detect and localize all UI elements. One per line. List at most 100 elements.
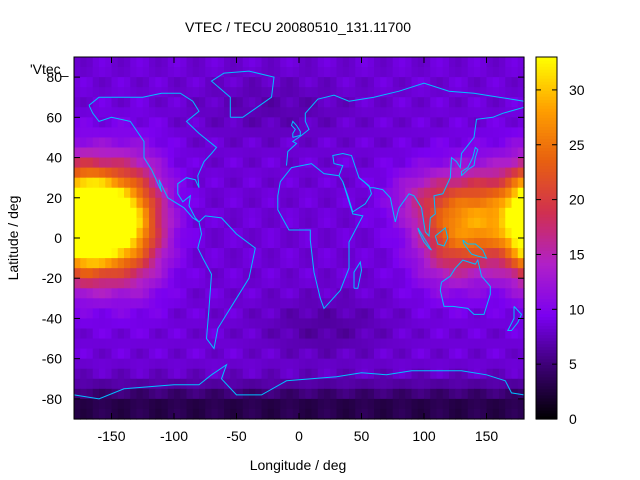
heatmap-cell	[174, 238, 181, 249]
heatmap-cell	[124, 298, 131, 309]
heatmap-cell	[155, 358, 163, 370]
heatmap-cell	[217, 187, 225, 199]
heatmap-cell	[199, 348, 206, 360]
heatmap-cell	[424, 248, 431, 259]
heatmap-cell	[261, 67, 269, 78]
heatmap-cell	[211, 167, 219, 179]
heatmap-cell	[449, 147, 456, 159]
colorbar-segment	[536, 358, 557, 363]
heatmap-cell	[405, 127, 413, 139]
heatmap-cell	[367, 177, 375, 189]
heatmap-cell	[167, 398, 175, 410]
heatmap-cell	[449, 87, 456, 98]
heatmap-cell	[211, 408, 219, 420]
heatmap-cell	[474, 348, 481, 360]
heatmap-cell	[155, 298, 163, 309]
heatmap-cell	[92, 358, 100, 370]
heatmap-cell	[99, 107, 106, 118]
heatmap-cell	[411, 87, 419, 98]
heatmap-cell	[211, 358, 219, 370]
heatmap-cell	[467, 408, 475, 420]
heatmap-cell	[242, 378, 250, 390]
heatmap-cell	[274, 187, 281, 199]
heatmap-cell	[361, 207, 369, 219]
heatmap-cell	[224, 248, 231, 259]
heatmap-cell	[349, 298, 356, 309]
heatmap-cell	[242, 207, 250, 219]
heatmap-cell	[474, 187, 481, 199]
heatmap-cell	[136, 107, 144, 118]
heatmap-cell	[192, 238, 200, 249]
heatmap-cell	[342, 147, 350, 159]
heatmap-cell	[505, 258, 513, 269]
heatmap-cell	[80, 258, 88, 269]
heatmap-cell	[461, 358, 469, 370]
heatmap-cell	[142, 207, 150, 219]
heatmap-cell	[436, 358, 444, 370]
heatmap-cell	[380, 278, 388, 289]
colorbar-segment	[536, 283, 557, 287]
heatmap-cell	[199, 398, 206, 410]
heatmap-cell	[242, 338, 250, 350]
colorbar-segment	[536, 111, 557, 115]
heatmap-cell	[205, 328, 213, 340]
heatmap-cell	[211, 328, 219, 340]
heatmap-cell	[486, 147, 494, 159]
heatmap-cell	[261, 137, 269, 149]
heatmap-cell	[380, 358, 388, 370]
heatmap-cell	[224, 87, 231, 98]
heatmap-cell	[199, 328, 206, 340]
heatmap-cell	[405, 227, 413, 239]
heatmap-cell	[311, 308, 319, 320]
heatmap-cell	[436, 67, 444, 78]
heatmap-cell	[317, 398, 325, 410]
heatmap-cell	[205, 177, 213, 189]
heatmap-cell	[299, 157, 306, 169]
heatmap-cell	[411, 57, 419, 68]
heatmap-cell	[286, 348, 294, 360]
colorbar-frame	[535, 56, 558, 420]
heatmap-cell	[155, 157, 163, 169]
heatmap-cell	[467, 177, 475, 189]
heatmap-cell	[255, 258, 263, 269]
heatmap-cell	[367, 358, 375, 370]
heatmap-cell	[442, 408, 450, 420]
heatmap-cell	[455, 368, 463, 380]
heatmap-cell	[349, 67, 356, 78]
heatmap-cell	[280, 197, 288, 209]
heatmap-cell	[136, 87, 144, 98]
heatmap-cell	[111, 207, 119, 219]
heatmap-cell	[330, 348, 338, 360]
heatmap-cell	[192, 258, 200, 269]
heatmap-cell	[511, 137, 519, 149]
heatmap-cell	[149, 127, 156, 139]
heatmap-cell	[324, 238, 331, 249]
heatmap-cell	[492, 248, 500, 259]
heatmap-cell	[336, 298, 344, 309]
heatmap-cell	[174, 217, 181, 229]
heatmap-cell	[474, 258, 481, 269]
heatmap-cell	[511, 398, 519, 410]
heatmap-cell	[474, 378, 481, 390]
colorbar-segment	[536, 186, 557, 191]
heatmap-cell	[105, 258, 113, 269]
heatmap-cell	[386, 378, 394, 390]
heatmap-cell	[324, 338, 331, 350]
heatmap-cell	[230, 358, 238, 370]
heatmap-cell	[492, 298, 500, 309]
heatmap-cell	[486, 338, 494, 350]
heatmap-cell	[505, 57, 513, 68]
heatmap-cell	[192, 147, 200, 159]
heatmap-cell	[92, 278, 100, 289]
heatmap-cell	[280, 137, 288, 149]
heatmap-cell	[480, 227, 488, 239]
heatmap-cell	[105, 217, 113, 229]
heatmap-cell	[149, 187, 156, 199]
heatmap-cell	[130, 217, 138, 229]
heatmap-cell	[242, 197, 250, 209]
heatmap-cell	[386, 97, 394, 108]
coast-new-zealand	[506, 306, 523, 331]
heatmap-cell	[280, 77, 288, 88]
heatmap-cell	[361, 77, 369, 88]
heatmap-cell	[205, 187, 213, 199]
